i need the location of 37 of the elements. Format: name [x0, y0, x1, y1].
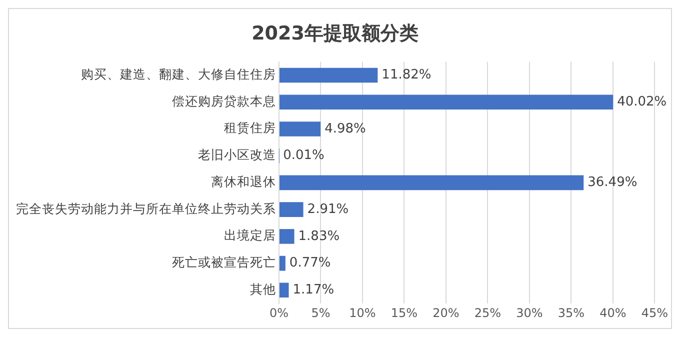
y-tick-label: 离休和退休 [211, 174, 276, 189]
data-label: 2.91% [307, 202, 349, 217]
data-label: 4.98% [324, 121, 366, 136]
y-tick-label: 其他 [250, 281, 276, 296]
y-tick-label: 出境定居 [224, 228, 276, 243]
bar [280, 256, 286, 271]
bar [280, 282, 289, 298]
x-tick-label: 35% [558, 306, 585, 320]
bar [280, 94, 614, 110]
x-tick-label: 10% [349, 306, 376, 320]
bar [280, 122, 321, 136]
x-tick-label: 45% [641, 306, 668, 320]
x-tick-label: 0% [269, 306, 289, 320]
x-tick-label: 40% [600, 306, 626, 320]
bar [280, 68, 378, 83]
data-label: 0.01% [283, 148, 324, 164]
x-tick-label: 25% [474, 306, 502, 320]
y-tick-label: 偿还购房贷款本息 [172, 93, 276, 108]
data-label: 0.77% [289, 256, 331, 271]
y-tick-label: 租赁住房 [224, 120, 276, 136]
bar [280, 229, 294, 244]
chart-title: 2023年提取额分类 [252, 22, 418, 44]
y-tick-label: 老旧小区改造 [198, 147, 276, 162]
bar [280, 175, 584, 190]
data-label: 36.49% [588, 175, 638, 190]
bar [280, 202, 304, 217]
y-tick-label: 完全丧失劳动能力并与所在单位终止劳动关系 [16, 200, 276, 216]
data-label: 1.83% [298, 228, 340, 244]
y-tick-label: 死亡或被宣告死亡 [172, 254, 276, 270]
x-tick-label: 5% [311, 306, 330, 320]
x-tick-label: 15% [390, 306, 418, 320]
data-label: 1.17% [292, 282, 334, 298]
x-tick-label: 30% [516, 306, 543, 320]
data-label: 11.82% [382, 68, 432, 83]
y-tick-label: 购买、建造、翻建、大修自住住房 [81, 66, 276, 82]
data-label: 40.02% [617, 94, 667, 110]
x-tick-label: 20% [432, 306, 460, 320]
